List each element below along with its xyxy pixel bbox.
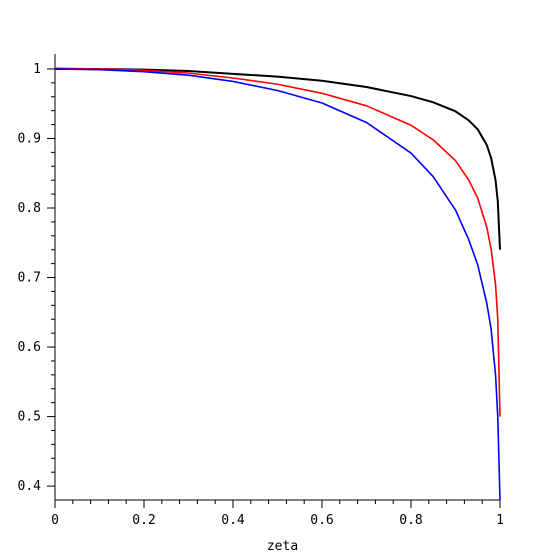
y-tick-label: 0.8 bbox=[18, 201, 41, 216]
y-tick-label: 0.5 bbox=[18, 410, 41, 425]
x-axis-title: zeta bbox=[267, 539, 298, 554]
series-line-2 bbox=[54, 67, 501, 417]
x-tick-label: 0.2 bbox=[132, 513, 155, 528]
y-tick-label: 0.9 bbox=[18, 131, 41, 146]
y-tick-label: 0.6 bbox=[18, 340, 41, 355]
x-tick-label: 1 bbox=[496, 513, 504, 528]
x-tick-label: 0.6 bbox=[310, 513, 333, 528]
x-tick-label: 0.8 bbox=[399, 513, 422, 528]
x-tick-label: 0 bbox=[51, 513, 59, 528]
y-tick-label: 1 bbox=[33, 62, 41, 77]
series-line-3 bbox=[54, 68, 501, 501]
axes bbox=[47, 54, 501, 508]
y-tick-label: 0.4 bbox=[18, 479, 42, 494]
series-line-1 bbox=[55, 67, 501, 250]
tick-labels: 0 0.2 0.4 0.6 0.8 1 0.4 0.5 0.6 0.7 0.8 0.9 1 bbox=[18, 62, 504, 528]
series-layer bbox=[54, 67, 501, 501]
y-tick-label: 0.7 bbox=[18, 271, 41, 286]
x-tick-label: 0.4 bbox=[221, 513, 245, 528]
